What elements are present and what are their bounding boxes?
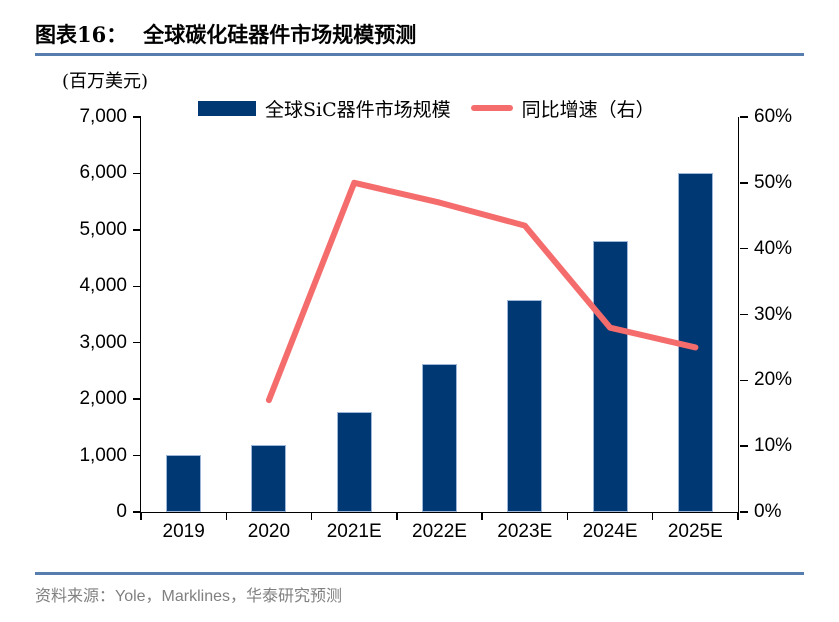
- figure-label: 图表16：: [35, 22, 128, 47]
- plot-area: 7,000 6,000 5,000 4,000 3,000 2,000 1,000 0 60% 5…: [79, 106, 792, 542]
- x-axis-tick: [651, 512, 654, 520]
- right-axis-tick-label: 40%: [754, 237, 793, 259]
- chart-legend: 全球SiC器件市场规模 同比增速（右）: [198, 95, 655, 121]
- x-axis-label: 2021E: [326, 521, 382, 542]
- x-axis-label: 2025E: [667, 521, 723, 542]
- right-axis-tick-label: 30%: [754, 303, 793, 325]
- left-axis-tick-label: 0: [116, 501, 127, 522]
- left-axis-tick: [133, 341, 141, 344]
- x-axis-label: 2024E: [582, 521, 638, 542]
- legend-line-label: 同比增速（右）: [521, 98, 655, 121]
- left-axis-tick: [133, 398, 141, 400]
- left-axis-tick-label: 2,000: [79, 388, 127, 410]
- header-divider: [35, 53, 804, 56]
- left-axis-tick: [133, 229, 141, 231]
- right-axis-tick: [739, 182, 748, 184]
- right-axis-tick-label: 60%: [754, 106, 793, 127]
- left-axis-tick-label: 4,000: [79, 275, 127, 297]
- right-axis-tick-label: 50%: [754, 171, 793, 193]
- x-axis-label: 2023E: [497, 521, 553, 542]
- left-axis-tick-label: 6,000: [79, 162, 127, 184]
- bar-2024E: [592, 241, 628, 512]
- x-axis-tick: [225, 512, 228, 520]
- x-axis-tick: [737, 512, 739, 520]
- bar-2020: [251, 445, 287, 512]
- right-axis-tick: [739, 511, 748, 513]
- left-axis-tick: [133, 172, 141, 175]
- right-axis-tick-label: 20%: [754, 369, 793, 391]
- legend-line-swatch: [470, 105, 513, 111]
- left-axis-tick-label: 7,000: [79, 106, 127, 127]
- left-axis-tick-label: 3,000: [79, 331, 127, 353]
- right-axis-tick-label: 0%: [754, 501, 782, 522]
- x-axis-label: 2020: [247, 521, 291, 542]
- x-axis-tick: [310, 512, 313, 520]
- x-axis-tick: [481, 512, 483, 520]
- right-axis-tick: [739, 116, 748, 118]
- x-axis-tick: [566, 512, 569, 520]
- left-axis-tick: [133, 116, 141, 118]
- source-note: 资料来源：Yole，Marklines，华泰研究预测: [35, 588, 343, 605]
- left-axis-tick-label: 1,000: [79, 444, 127, 466]
- left-axis-tick: [133, 454, 141, 457]
- footer-divider: [35, 572, 804, 575]
- bar-2021E: [336, 411, 372, 512]
- bar-2022E: [422, 364, 457, 512]
- right-axis-tick: [739, 379, 748, 382]
- x-axis-tick: [396, 512, 398, 520]
- right-axis-tick-label: 10%: [754, 435, 793, 457]
- legend-bar-label: 全球SiC器件市场规模: [265, 98, 451, 121]
- figure-header: 图表16： 全球碳化硅器件市场规模预测: [35, 19, 416, 49]
- left-axis-tick: [133, 511, 141, 513]
- axis-unit-label: (百万美元): [62, 71, 149, 92]
- right-axis-tick: [739, 445, 748, 447]
- bar-2019: [166, 455, 202, 512]
- growth-polyline: [265, 179, 699, 404]
- growth-line: [265, 179, 699, 404]
- legend-bar-swatch: [198, 100, 256, 116]
- left-axis-tick: [133, 285, 141, 288]
- x-axis-tick: [140, 512, 142, 520]
- x-axis-label: 2022E: [412, 521, 467, 542]
- figure-title: 全球碳化硅器件市场规模预测: [143, 22, 417, 47]
- bar-2023E: [507, 300, 543, 512]
- right-axis-tick: [739, 247, 748, 250]
- right-axis-tick: [739, 313, 748, 316]
- x-axis-label: 2019: [162, 521, 205, 542]
- left-axis-tick-label: 5,000: [79, 218, 127, 240]
